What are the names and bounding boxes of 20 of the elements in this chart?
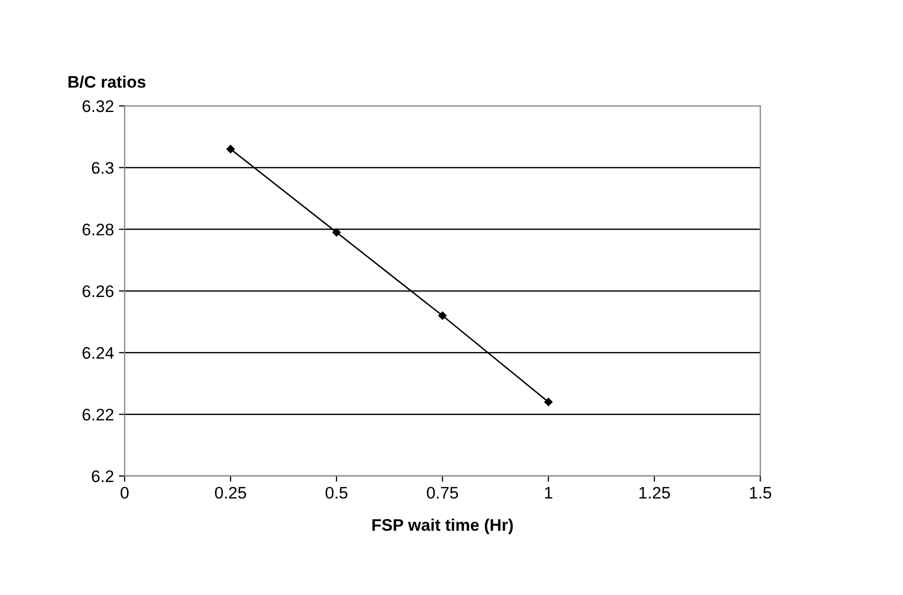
point bbox=[332, 228, 341, 236]
x-tick-label: 0.75 bbox=[426, 486, 458, 499]
y-tick-label: 6.22 bbox=[82, 408, 114, 421]
point bbox=[226, 144, 235, 154]
y-tick-label: 6.26 bbox=[82, 285, 114, 298]
y-tick-label: 6.32 bbox=[82, 100, 114, 112]
y-tick-label: 6.28 bbox=[82, 224, 114, 236]
x-tick-label: 0.5 bbox=[326, 486, 348, 499]
y-tick-label: 6.2 bbox=[92, 470, 114, 482]
point bbox=[438, 311, 447, 320]
x-tick-label: 1 bbox=[545, 487, 552, 498]
x-tick-label: 0.25 bbox=[215, 486, 246, 499]
x-axis-title: FSP wait time (Hr) bbox=[372, 518, 513, 534]
y-axis-title: B/C ratios bbox=[68, 76, 146, 88]
y-tick-label: 6.24 bbox=[82, 347, 114, 359]
x-tick-label: 1.5 bbox=[750, 487, 772, 499]
y-tick-label: 6.3 bbox=[92, 162, 114, 174]
x-tick-label: 1.25 bbox=[639, 486, 670, 499]
x-tick-label: 0 bbox=[120, 486, 129, 499]
point bbox=[544, 398, 553, 406]
